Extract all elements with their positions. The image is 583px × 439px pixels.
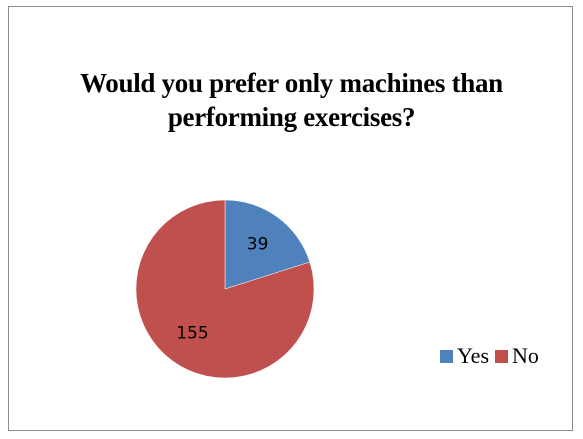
legend-swatch-yes [440, 349, 453, 363]
legend-label-no: No [512, 343, 539, 368]
pie-slice-yes [224, 199, 311, 290]
legend-item-no: No [495, 343, 539, 369]
chart-title: Would you prefer only machines than perf… [0, 66, 583, 134]
legend-swatch-no [495, 349, 509, 363]
legend-item-yes: Yes [440, 343, 489, 369]
legend-label-yes: Yes [457, 343, 490, 368]
legend: Yes No [440, 343, 545, 369]
pie-slice-no [135, 199, 315, 379]
chart-title-line-2: performing exercises? [167, 102, 416, 132]
pie-labels: 39 155 [176, 234, 268, 343]
pie-slices [135, 199, 315, 379]
pie-label-no: 155 [176, 324, 208, 344]
chart-frame [8, 6, 573, 431]
pie-label-yes: 39 [247, 234, 269, 254]
chart-title-line-1: Would you prefer only machines than [80, 68, 503, 98]
